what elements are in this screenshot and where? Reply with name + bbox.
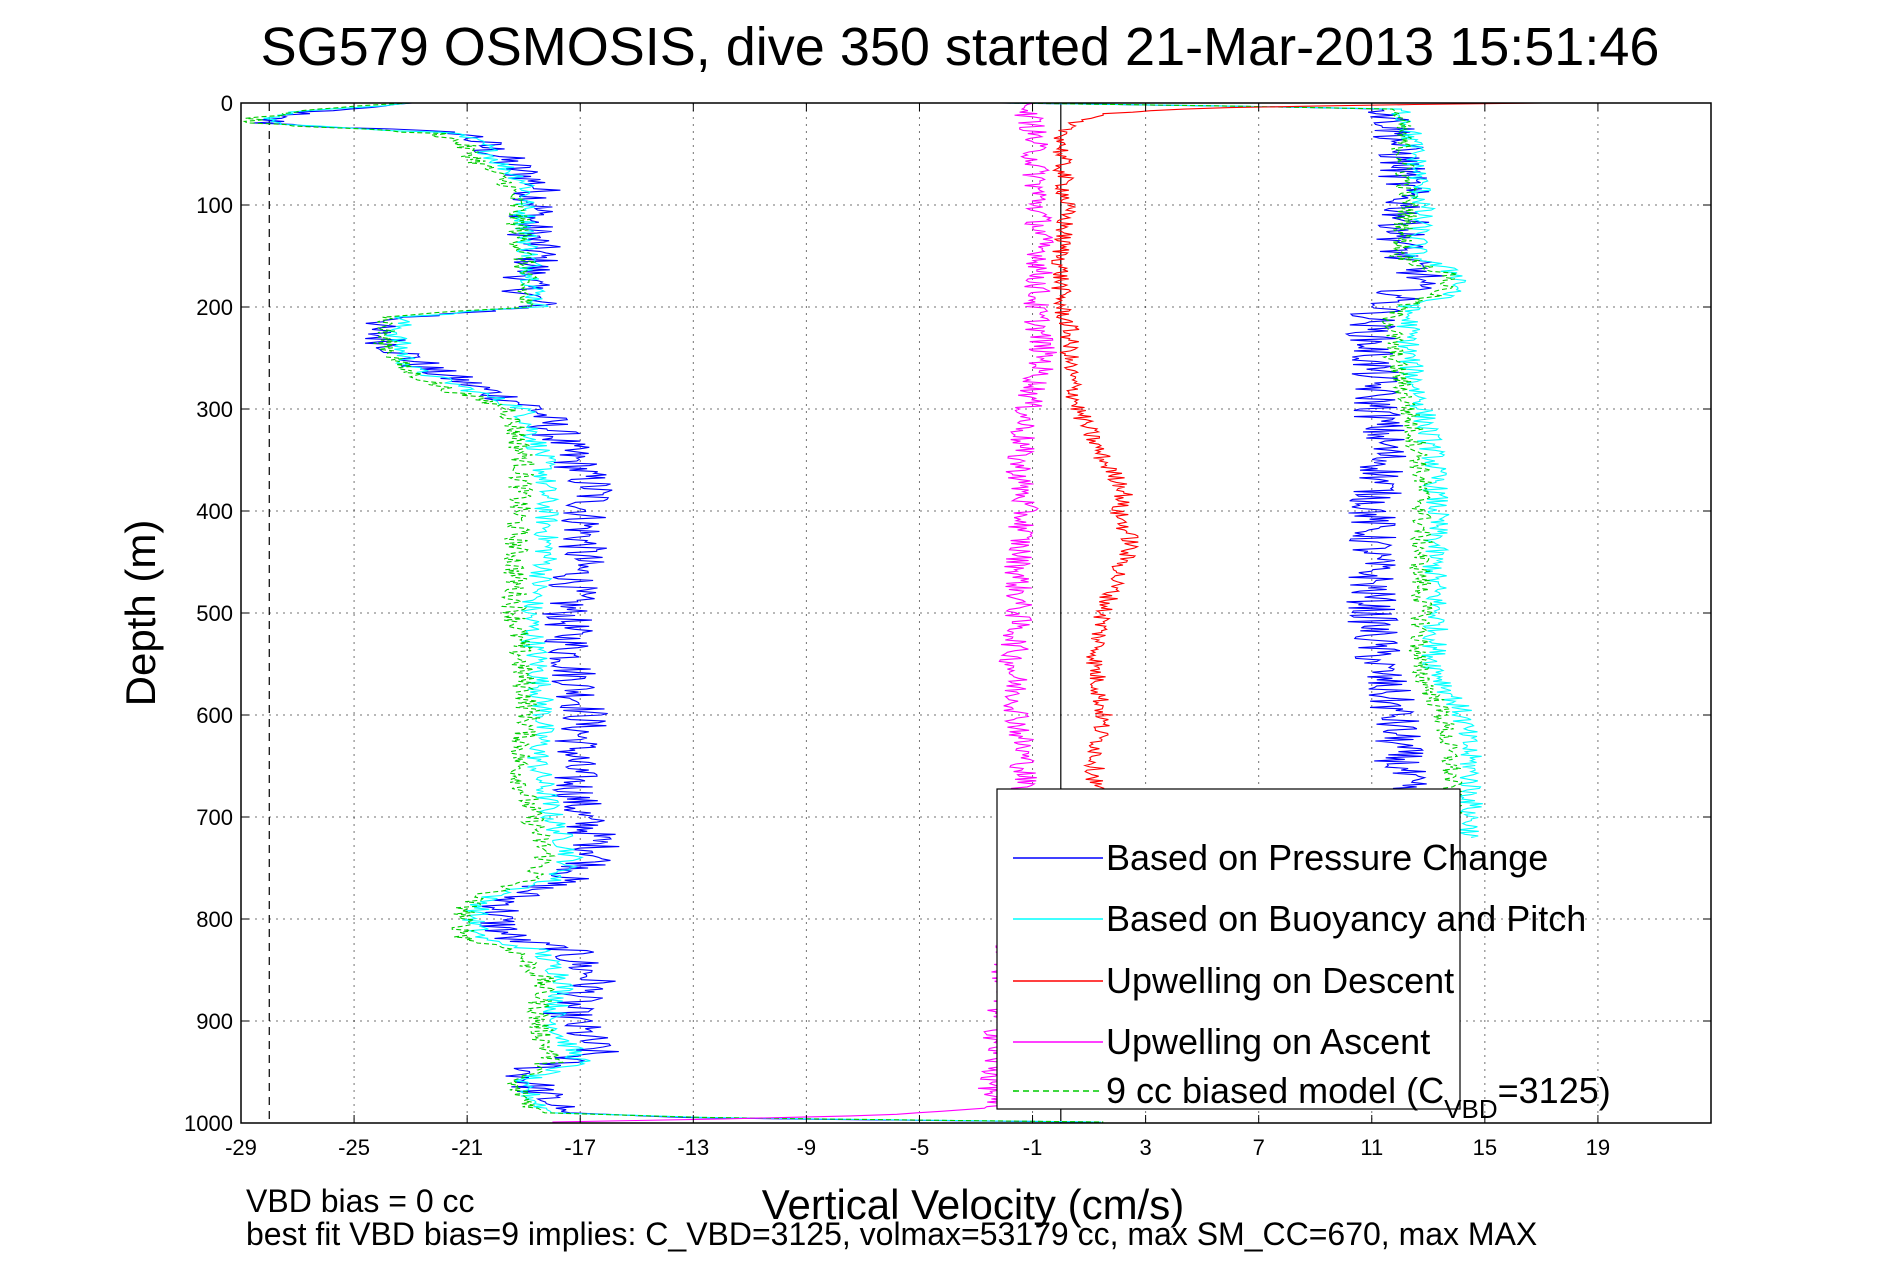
y-tick-label: 800 — [196, 907, 233, 932]
y-tick-label: 0 — [221, 91, 233, 116]
y-tick-label: 600 — [196, 703, 233, 728]
y-axis-label: Depth (m) — [117, 520, 164, 707]
x-tick-label: -5 — [910, 1135, 930, 1160]
legend: Based on Pressure Change Based on Buoyanc… — [996, 788, 1611, 1124]
y-tick-label: 900 — [196, 1009, 233, 1034]
y-tick-label: 100 — [196, 193, 233, 218]
y-tick-label: 400 — [196, 499, 233, 524]
y-tick-label: 200 — [196, 295, 233, 320]
series-line-pressure-descent — [253, 103, 1094, 1123]
legend-label: Upwelling on Ascent — [1106, 1021, 1430, 1062]
x-tick-label: -21 — [451, 1135, 483, 1160]
x-tick-label: -17 — [564, 1135, 596, 1160]
x-tick-label: 7 — [1253, 1135, 1265, 1160]
legend-label: 9 cc biased model (CVBD=3125) — [1106, 1070, 1611, 1124]
legend-label: Based on Buoyancy and Pitch — [1106, 898, 1586, 939]
legend-label: Based on Pressure Change — [1106, 837, 1548, 878]
y-tick-label: 300 — [196, 397, 233, 422]
x-tick-label: 15 — [1473, 1135, 1497, 1160]
y-tick-label: 700 — [196, 805, 233, 830]
best-fit-note: best fit VBD bias=9 implies: C_VBD=3125,… — [246, 1216, 1537, 1252]
x-tick-label: -9 — [797, 1135, 817, 1160]
x-tick-label: -13 — [677, 1135, 709, 1160]
legend-label: Upwelling on Descent — [1106, 960, 1454, 1001]
series-line-upwelling-descent — [1051, 103, 1543, 817]
x-axis-label: Vertical Velocity (cm/s) — [762, 1181, 1184, 1228]
x-tick-label: 11 — [1360, 1135, 1383, 1160]
chart-title: SG579 OSMOSIS, dive 350 started 21-Mar-2… — [261, 17, 1660, 77]
x-tick-label: -25 — [338, 1135, 370, 1160]
data-series — [242, 103, 1543, 1123]
x-tick-label: -29 — [225, 1135, 257, 1160]
series-line-model-descent — [242, 103, 1104, 1123]
series-line-pressure-ascent — [1001, 103, 1445, 838]
legend-box — [996, 788, 1461, 1110]
x-tick-label: -1 — [1023, 1135, 1043, 1160]
vbd-bias-note: VBD bias = 0 cc — [246, 1183, 475, 1219]
series-line-buoyancy-ascent — [1006, 103, 1483, 838]
series-line-upwelling-ascent — [552, 103, 1057, 1123]
y-axis-ticks: 0 100 200 300 400 500 600 700 800 900 1000 — [184, 91, 1711, 1136]
series-line-buoyancy-descent — [263, 103, 1102, 1123]
series-line-model-ascent — [1006, 103, 1463, 838]
x-tick-label: 3 — [1139, 1135, 1151, 1160]
x-axis-ticks: -29 -25 -21 -17 -13 -9 -5 -1 3 7 11 15 19 — [225, 103, 1610, 1160]
y-tick-label: 500 — [196, 601, 233, 626]
x-tick-label: 19 — [1586, 1135, 1610, 1160]
y-tick-label: 1000 — [184, 1111, 233, 1136]
